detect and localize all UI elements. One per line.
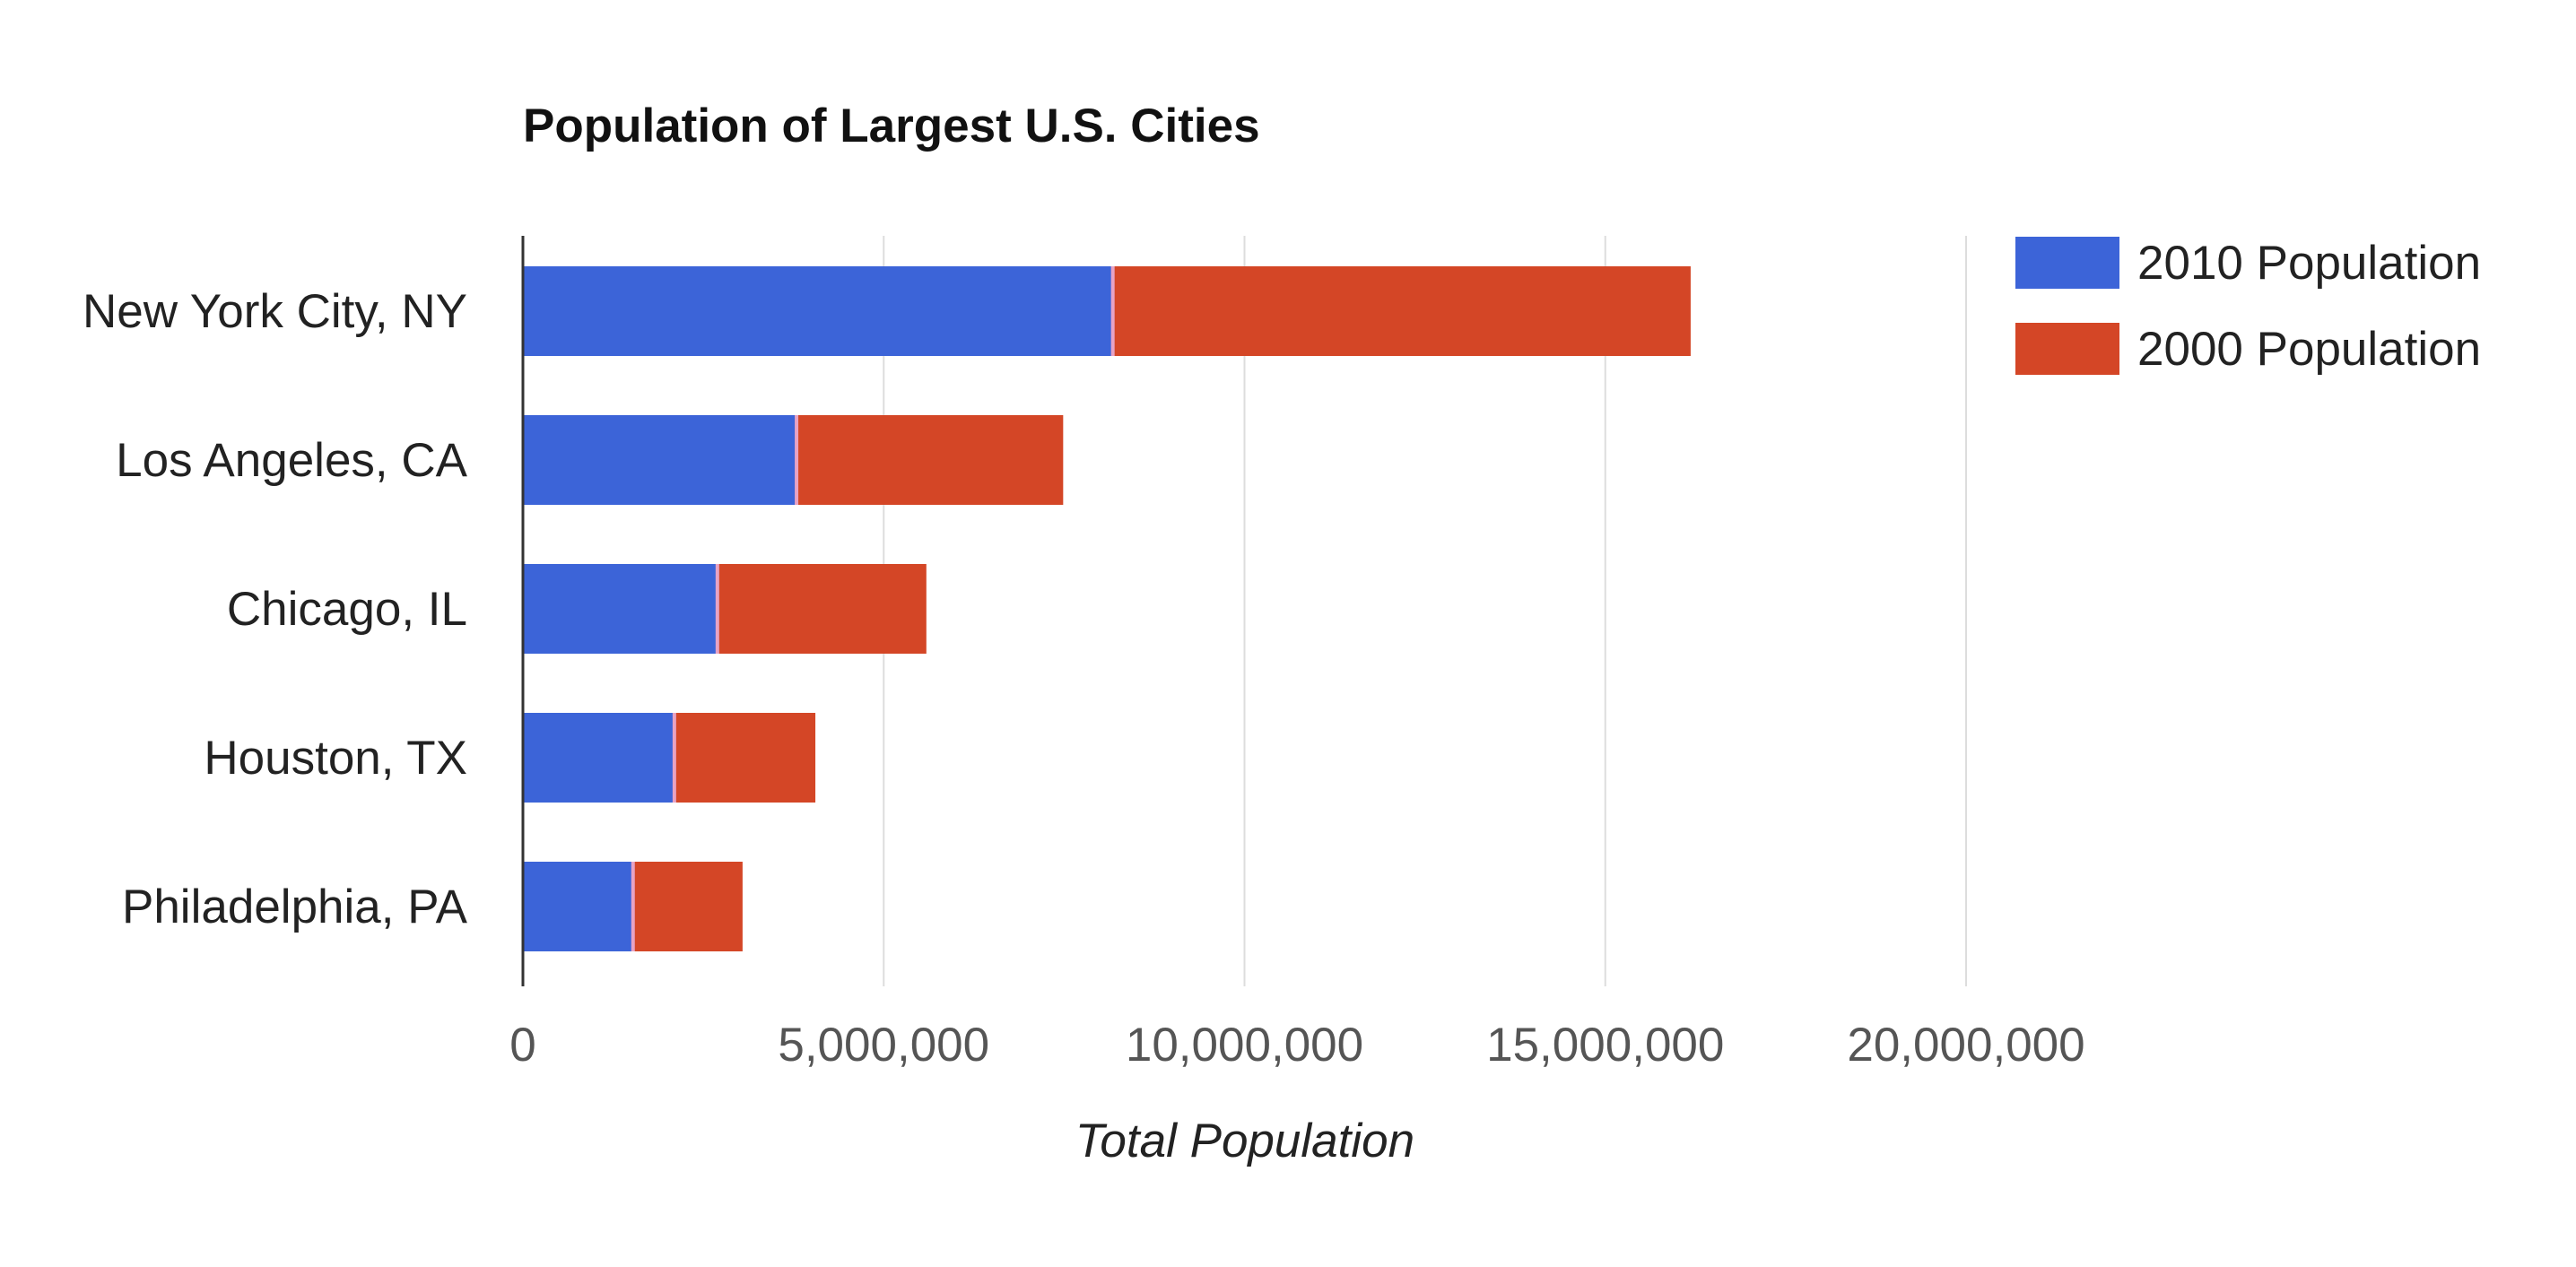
x-tick-label: 10,000,000: [1126, 1019, 1363, 1072]
x-tick-label: 5,000,000: [778, 1019, 989, 1072]
category-label: New York City, NY: [83, 285, 467, 338]
bar-series-2000[interactable]: [796, 415, 1064, 505]
x-tick-label: 0: [509, 1019, 535, 1072]
segment-separator: [672, 713, 676, 803]
bar-series-2010[interactable]: [523, 564, 718, 654]
legend-label: 2000 Population: [2137, 323, 2481, 376]
x-tick-label: 20,000,000: [1847, 1019, 2084, 1072]
bar-series-2010[interactable]: [523, 713, 674, 803]
bar-series-2000[interactable]: [1112, 266, 1691, 356]
x-axis-title: Total Population: [1075, 1115, 1414, 1167]
x-tick-labels: 0 5,000,000 10,000,000 15,000,000 20,000,000: [509, 1019, 2084, 1072]
category-label: Los Angeles, CA: [116, 434, 468, 487]
bars: [523, 266, 1691, 951]
category-labels: New York City, NY Los Angeles, CA Chicago,…: [83, 285, 468, 933]
bar-series-2010[interactable]: [523, 266, 1113, 356]
category-label: Houston, TX: [204, 732, 467, 785]
segment-separator: [715, 564, 719, 654]
segment-separator: [795, 415, 799, 505]
legend-swatch: [2015, 237, 2119, 289]
segment-separator: [631, 862, 635, 951]
legend-swatch: [2015, 323, 2119, 375]
segment-separator: [1110, 266, 1115, 356]
legend-label: 2010 Population: [2137, 237, 2481, 290]
bar-series-2000[interactable]: [717, 564, 927, 654]
bar-series-2000[interactable]: [674, 713, 816, 803]
category-label: Philadelphia, PA: [122, 881, 468, 933]
x-tick-label: 15,000,000: [1486, 1019, 1724, 1072]
bar-series-2010[interactable]: [523, 415, 797, 505]
legend: 2010 Population 2000 Population: [2015, 237, 2481, 376]
chart-title: Population of Largest U.S. Cities: [523, 100, 1260, 152]
category-label: Chicago, IL: [227, 583, 467, 636]
bar-series-2000[interactable]: [632, 862, 743, 951]
bar-series-2010[interactable]: [523, 862, 633, 951]
